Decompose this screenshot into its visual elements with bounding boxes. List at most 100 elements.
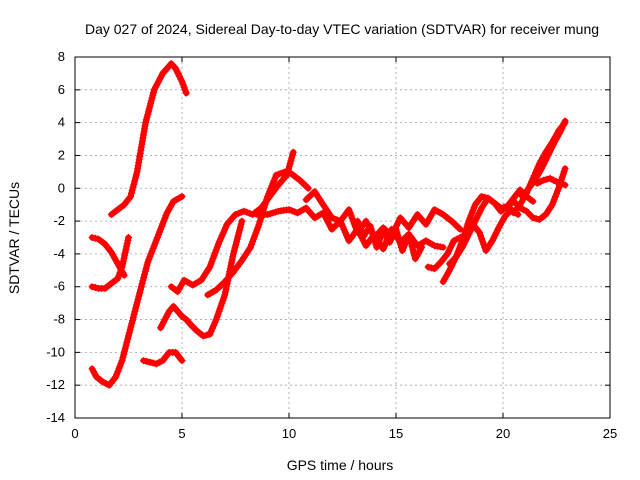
- data-point: [561, 165, 569, 173]
- data-point: [444, 269, 452, 277]
- data-series: [446, 165, 569, 268]
- data-series: [157, 217, 246, 340]
- data-point: [366, 222, 374, 230]
- data-point: [109, 251, 117, 259]
- data-point: [212, 246, 220, 254]
- data-series-layer: [88, 60, 569, 389]
- data-point: [140, 274, 148, 281]
- data-point: [529, 197, 537, 205]
- data-point: [415, 249, 422, 257]
- data-point: [178, 78, 186, 86]
- data-point: [533, 179, 541, 187]
- y-tick-label: 6: [58, 82, 65, 97]
- data-point: [425, 238, 433, 246]
- data-point: [243, 208, 251, 216]
- data-point: [175, 285, 183, 293]
- data-point: [355, 220, 363, 228]
- data-point: [175, 194, 183, 202]
- data-point: [495, 224, 503, 232]
- data-point: [137, 283, 145, 291]
- data-point: [424, 263, 432, 271]
- data-series: [140, 348, 186, 368]
- data-point: [125, 234, 132, 241]
- data-point: [393, 228, 401, 236]
- data-point: [99, 378, 107, 386]
- data-point: [129, 317, 136, 325]
- data-point: [137, 143, 145, 151]
- data-point: [181, 86, 189, 94]
- data-point: [314, 212, 321, 220]
- data-point: [165, 206, 173, 214]
- data-point: [394, 231, 402, 239]
- data-point: [296, 207, 304, 215]
- data-point: [102, 380, 110, 387]
- data-point: [136, 153, 144, 160]
- data-series: [107, 60, 190, 218]
- data-point: [177, 282, 185, 290]
- x-tick-label: 5: [178, 426, 185, 441]
- data-point: [111, 254, 119, 262]
- data-point: [88, 234, 96, 241]
- y-tick-label: -2: [53, 213, 65, 228]
- data-point: [124, 237, 132, 244]
- data-point: [134, 295, 142, 303]
- data-point: [406, 233, 414, 241]
- data-point: [121, 248, 129, 256]
- data-point: [552, 136, 560, 143]
- data-point: [140, 357, 147, 365]
- data-point: [396, 238, 404, 245]
- data-point: [123, 338, 131, 346]
- data-point: [348, 214, 356, 222]
- data-point: [529, 214, 537, 222]
- data-point: [409, 246, 417, 254]
- data-point: [543, 175, 551, 183]
- data-point: [252, 229, 260, 237]
- data-point: [222, 285, 230, 293]
- data-point: [134, 162, 142, 170]
- data-point: [116, 269, 124, 277]
- data-point: [549, 176, 557, 184]
- data-point: [392, 225, 400, 233]
- data-point: [163, 209, 171, 217]
- data-point: [179, 81, 187, 88]
- data-series: [88, 234, 132, 292]
- y-tick-label: -8: [53, 312, 65, 327]
- data-point: [227, 262, 235, 270]
- data-point: [368, 228, 376, 236]
- y-tick-label: -12: [46, 377, 65, 392]
- data-point: [130, 180, 138, 188]
- data-point: [180, 276, 188, 284]
- data-point: [228, 256, 236, 264]
- data-point: [236, 226, 244, 234]
- data-point: [546, 174, 554, 182]
- data-point: [478, 235, 486, 243]
- data-point: [121, 347, 128, 355]
- data-point: [91, 234, 99, 242]
- data-point: [206, 330, 214, 338]
- data-point: [168, 200, 176, 208]
- data-point: [232, 211, 239, 218]
- data-point: [232, 241, 240, 249]
- y-axis-label: SDTVAR / TECUs: [6, 182, 22, 294]
- data-point: [121, 344, 129, 352]
- data-point: [125, 332, 132, 340]
- x-tick-label: 10: [282, 426, 296, 441]
- data-point: [208, 324, 216, 332]
- data-point: [537, 178, 544, 186]
- chart-title: Day 027 of 2024, Sidereal Day-to-day VTE…: [85, 21, 599, 37]
- data-point: [136, 289, 144, 297]
- data-point: [416, 246, 424, 254]
- x-axis-ticks: 0 5 10 15 20 25: [71, 57, 617, 441]
- data-point: [480, 241, 488, 249]
- data-point: [133, 301, 140, 309]
- data-point: [234, 232, 242, 240]
- data-point: [118, 357, 126, 365]
- data-point: [88, 283, 96, 291]
- data-point: [221, 291, 229, 299]
- data-point: [248, 241, 255, 248]
- data-point: [128, 320, 136, 328]
- data-point: [133, 298, 141, 306]
- data-point: [379, 227, 387, 235]
- data-point: [518, 198, 526, 206]
- data-series: [88, 193, 186, 389]
